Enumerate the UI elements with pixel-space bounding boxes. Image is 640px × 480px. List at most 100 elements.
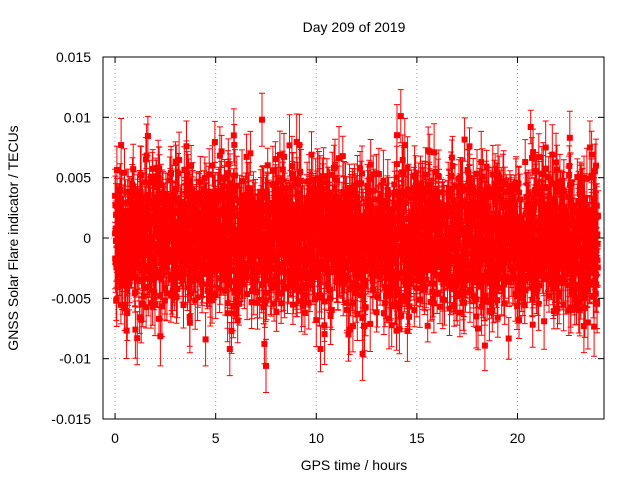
data-point <box>291 248 298 255</box>
data-point <box>535 261 542 267</box>
data-point <box>502 181 508 188</box>
data-point <box>280 216 287 223</box>
data-point <box>120 212 127 219</box>
data-point <box>496 216 502 223</box>
data-point <box>429 288 436 295</box>
data-point <box>220 271 227 278</box>
data-point <box>250 281 257 288</box>
data-point <box>500 281 507 288</box>
data-point <box>494 179 500 186</box>
data-point <box>397 243 404 250</box>
data-point <box>246 185 253 192</box>
data-point <box>393 248 400 255</box>
data-point <box>113 264 120 271</box>
data-point <box>399 228 406 235</box>
data-point <box>157 272 163 279</box>
data-point <box>199 281 206 288</box>
data-point <box>295 262 302 269</box>
data-point <box>140 293 147 300</box>
data-point <box>151 220 158 226</box>
data-point <box>482 255 489 262</box>
data-point <box>484 251 491 258</box>
data-point <box>124 207 131 214</box>
data-point <box>293 138 300 145</box>
data-point <box>585 273 592 280</box>
data-point <box>444 266 451 273</box>
data-point <box>369 235 376 242</box>
data-point <box>426 188 433 195</box>
data-point <box>196 250 203 257</box>
data-point <box>401 241 408 248</box>
data-point <box>195 240 202 247</box>
data-point <box>402 263 409 270</box>
data-point <box>479 273 486 280</box>
data-point <box>144 133 151 139</box>
data-point <box>403 215 410 222</box>
data-point <box>532 168 539 175</box>
data-point <box>116 212 123 219</box>
data-point <box>302 234 309 240</box>
data-point <box>123 327 130 334</box>
data-point <box>368 216 375 223</box>
data-point <box>471 204 478 211</box>
data-point <box>527 208 534 215</box>
data-point <box>493 186 500 192</box>
data-point <box>194 294 201 301</box>
data-point <box>519 272 526 279</box>
data-point <box>317 250 324 257</box>
data-point <box>216 284 223 291</box>
data-point <box>506 279 513 285</box>
data-point <box>176 156 183 163</box>
data-point <box>184 227 191 234</box>
data-point <box>553 237 560 244</box>
data-point <box>371 272 378 279</box>
data-point <box>332 163 338 170</box>
data-point <box>358 222 365 229</box>
data-point <box>257 216 264 223</box>
data-point <box>412 218 419 224</box>
data-point <box>556 289 563 296</box>
data-point <box>169 287 176 294</box>
data-point <box>149 174 156 181</box>
data-point <box>169 271 176 278</box>
data-point <box>400 171 407 178</box>
data-point <box>313 317 320 324</box>
data-point <box>231 141 238 148</box>
data-point <box>158 231 165 238</box>
data-point <box>507 248 514 255</box>
data-point <box>448 154 455 161</box>
data-point <box>201 175 208 182</box>
data-point <box>345 331 352 338</box>
data-point <box>342 189 349 196</box>
data-point <box>262 271 269 278</box>
data-point <box>224 310 231 317</box>
data-point <box>498 285 505 292</box>
data-point <box>461 259 468 266</box>
data-point <box>214 267 221 274</box>
data-point <box>496 233 503 240</box>
data-point <box>392 231 399 238</box>
data-point <box>223 221 230 227</box>
data-point <box>448 238 455 245</box>
data-point <box>279 166 286 173</box>
data-point <box>567 304 574 311</box>
data-point <box>232 232 239 239</box>
data-point <box>482 292 489 299</box>
data-point <box>330 226 337 233</box>
data-point <box>398 249 405 256</box>
data-point <box>330 239 337 246</box>
data-point <box>440 202 447 209</box>
data-point <box>117 186 124 193</box>
data-point <box>565 237 572 243</box>
data-point <box>466 175 473 181</box>
data-point <box>406 303 413 310</box>
data-point <box>383 293 389 300</box>
data-point <box>243 153 250 160</box>
data-point <box>339 268 346 275</box>
data-point <box>394 132 400 139</box>
data-point <box>481 342 488 349</box>
data-point <box>594 264 601 271</box>
data-point <box>442 257 449 264</box>
data-point <box>571 202 577 209</box>
data-point <box>430 280 437 287</box>
